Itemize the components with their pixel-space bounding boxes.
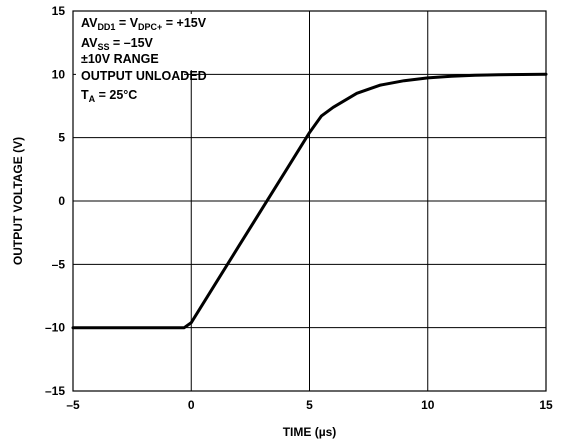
annotation-text: = 25°C — [95, 88, 137, 102]
annotation-text: = V — [115, 16, 138, 30]
annotation-text: SS — [97, 42, 109, 52]
y-axis-title: OUTPUT VOLTAGE (V) — [11, 137, 25, 265]
annotation-text: A — [89, 94, 96, 104]
annotation-line: ±10V RANGE — [81, 52, 159, 66]
annotation-background-top — [76, 14, 258, 70]
x-tick-label: 15 — [539, 398, 553, 412]
x-tick-label: –5 — [66, 398, 80, 412]
annotation-text: = +15V — [162, 16, 206, 30]
annotation-background — [76, 14, 258, 108]
annotation-text: ±10V RANGE — [81, 52, 159, 66]
tick-labels: –5 0 5 10 15 15 10 5 0 –5 –10 –15 — [45, 4, 553, 412]
annotation-text: OUTPUT UNLOADED — [81, 69, 207, 83]
y-tick-label: –5 — [52, 257, 66, 271]
series-line — [71, 72, 548, 330]
annotation-line: OUTPUT UNLOADED — [81, 69, 207, 83]
y-tick-label: 15 — [52, 4, 66, 18]
y-tick-label: 0 — [58, 194, 65, 208]
annotation-text: DPC+ — [138, 22, 162, 32]
annotation-line: TA = 25°C — [81, 88, 137, 104]
y-tick-label: –15 — [45, 384, 65, 398]
series-layer — [71, 72, 548, 330]
annotation-text: = –15V — [109, 36, 153, 50]
x-tick-label: 5 — [306, 398, 313, 412]
annotation-line: AVSS = –15V — [81, 36, 154, 52]
annotation-text: T — [81, 88, 89, 102]
annotation-text: AV — [81, 16, 98, 30]
y-tick-label: 5 — [58, 131, 65, 145]
x-tick-label: 0 — [188, 398, 195, 412]
x-tick-label: 10 — [421, 398, 435, 412]
plot-area — [72, 10, 547, 392]
y-tick-label: –10 — [45, 321, 65, 335]
y-tick-label: 10 — [52, 67, 66, 81]
annotation-text: DD1 — [97, 22, 115, 32]
annotation-text: AV — [81, 36, 98, 50]
annotation-line: AVDD1 = VDPC+ = +15V — [81, 16, 207, 32]
annotation-background-bottom — [76, 70, 184, 108]
x-axis-title: TIME (µs) — [283, 425, 337, 439]
